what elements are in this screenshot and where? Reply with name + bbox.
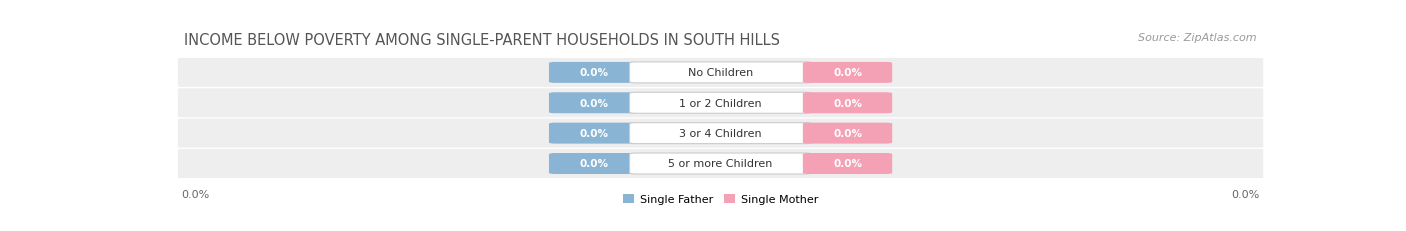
Legend: Single Father, Single Mother: Single Father, Single Mother bbox=[619, 190, 823, 209]
Text: 0.0%: 0.0% bbox=[579, 68, 609, 78]
Text: 0.0%: 0.0% bbox=[1232, 190, 1260, 200]
Text: 0.0%: 0.0% bbox=[832, 159, 862, 169]
Text: 0.0%: 0.0% bbox=[832, 129, 862, 139]
FancyBboxPatch shape bbox=[803, 63, 893, 84]
FancyBboxPatch shape bbox=[548, 153, 638, 174]
FancyBboxPatch shape bbox=[179, 89, 1263, 118]
Text: No Children: No Children bbox=[688, 68, 754, 78]
FancyBboxPatch shape bbox=[179, 149, 1263, 178]
FancyBboxPatch shape bbox=[630, 153, 811, 174]
FancyBboxPatch shape bbox=[630, 93, 811, 114]
Text: 0.0%: 0.0% bbox=[832, 68, 862, 78]
FancyBboxPatch shape bbox=[630, 123, 811, 144]
Text: 5 or more Children: 5 or more Children bbox=[668, 159, 773, 169]
FancyBboxPatch shape bbox=[548, 93, 638, 114]
FancyBboxPatch shape bbox=[548, 63, 638, 84]
Text: 0.0%: 0.0% bbox=[579, 98, 609, 108]
FancyBboxPatch shape bbox=[179, 119, 1263, 148]
FancyBboxPatch shape bbox=[548, 123, 638, 144]
Text: 3 or 4 Children: 3 or 4 Children bbox=[679, 129, 762, 139]
FancyBboxPatch shape bbox=[630, 63, 811, 84]
FancyBboxPatch shape bbox=[803, 153, 893, 174]
Text: 0.0%: 0.0% bbox=[579, 159, 609, 169]
Text: 0.0%: 0.0% bbox=[579, 129, 609, 139]
Text: 0.0%: 0.0% bbox=[181, 190, 209, 200]
Text: 1 or 2 Children: 1 or 2 Children bbox=[679, 98, 762, 108]
Text: Source: ZipAtlas.com: Source: ZipAtlas.com bbox=[1137, 33, 1257, 43]
FancyBboxPatch shape bbox=[803, 93, 893, 114]
Text: INCOME BELOW POVERTY AMONG SINGLE-PARENT HOUSEHOLDS IN SOUTH HILLS: INCOME BELOW POVERTY AMONG SINGLE-PARENT… bbox=[184, 33, 780, 48]
Text: 0.0%: 0.0% bbox=[832, 98, 862, 108]
FancyBboxPatch shape bbox=[803, 123, 893, 144]
FancyBboxPatch shape bbox=[179, 59, 1263, 88]
